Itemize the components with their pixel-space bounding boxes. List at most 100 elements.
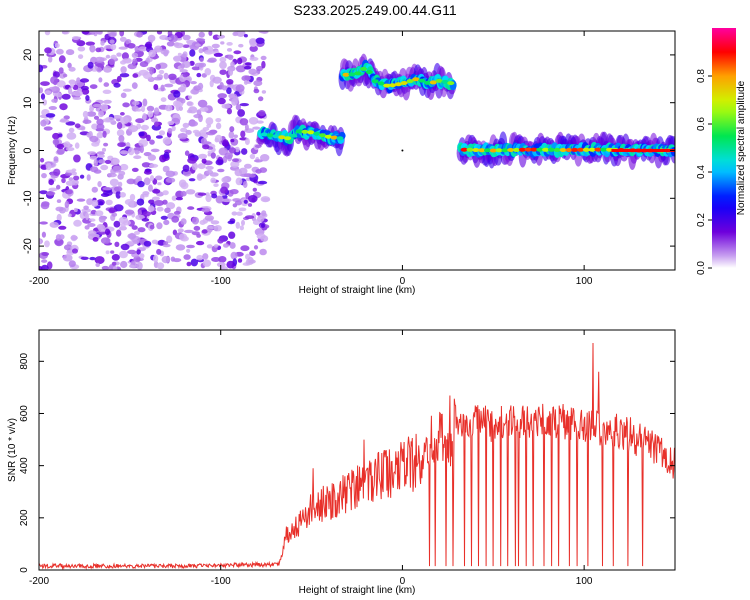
noise-blob [191,66,201,71]
noise-blob [204,68,212,76]
noise-blob [116,122,123,130]
noise-blob [61,177,66,184]
noise-blob [102,187,112,191]
noise-blob [111,254,120,261]
noise-blob [196,72,202,78]
noise-blob [105,199,113,206]
noise-blob [182,73,188,78]
noise-blob [137,180,145,188]
noise-blob [228,231,236,239]
noise-blob [108,32,117,38]
noise-blob [175,244,186,251]
track-1-core [330,135,338,140]
noise-blob [120,260,128,269]
y-tick-label-top: -20 [22,238,34,254]
noise-blob [141,105,146,113]
noise-blob [196,254,204,261]
noise-blob [68,260,76,268]
noise-blob [180,98,186,104]
noise-blob [103,142,109,147]
x-tick-label-bottom: -100 [211,576,231,587]
noise-blob [248,195,258,203]
noise-blob [64,200,70,209]
noise-blob [107,172,117,178]
noise-blob [153,76,163,81]
noise-blob [135,118,145,124]
noise-blob [244,124,249,131]
noise-blob [208,225,217,229]
noise-blob [212,76,222,84]
noise-blob [105,54,111,59]
noise-blob [142,71,153,80]
noise-blob [96,151,105,155]
noise-blob [87,223,96,227]
noise-blob [134,149,140,155]
noise-blob [85,95,90,101]
noise-blob [200,137,207,145]
y-tick-label-bottom: 600 [19,405,30,422]
noise-blob [187,157,198,164]
noise-blob [221,198,232,203]
noise-blob [182,122,190,128]
noise-blob [39,64,44,73]
noise-blob [97,154,105,159]
noise-blob [150,148,160,153]
track-1-core [272,134,280,139]
noise-blob [239,225,244,231]
noise-blob [60,118,67,122]
noise-blob [257,215,265,223]
noise-blob [249,153,256,160]
noise-blob [260,55,267,61]
noise-blob [134,230,140,235]
noise-blob [226,260,235,269]
noise-blob [58,225,67,230]
noise-blob [161,256,170,264]
noise-blob [139,145,144,154]
noise-blob [167,120,175,126]
noise-blob [171,195,178,201]
noise-blob [125,39,132,45]
noise-blob [196,240,205,246]
noise-blob [204,215,215,221]
track-2-core [377,81,385,86]
noise-blob [136,261,143,270]
noise-blob [91,186,99,193]
noise-blob [117,181,123,188]
noise-blob [74,142,80,149]
noise-blob [238,167,248,175]
noise-blob [85,212,90,220]
y-tick-label-bottom: 0 [19,567,30,573]
noise-blob [87,151,97,156]
noise-blob [39,190,48,195]
noise-blob [131,82,138,89]
noise-blob [163,241,169,246]
noise-blob [56,148,65,155]
noise-blob [118,170,126,176]
noise-blob [151,239,159,244]
noise-blob [158,130,166,136]
noise-blob [118,135,125,143]
noise-blob [111,261,117,266]
noise-blob [217,238,224,244]
noise-blob [50,76,58,84]
y-tick-label-bottom: 800 [19,353,30,370]
noise-blob [205,117,214,125]
noise-blob [52,138,60,146]
noise-blob [192,129,200,134]
noise-blob [163,219,170,226]
noise-blob [100,40,105,46]
noise-blob [221,85,228,91]
noise-blob [186,261,192,267]
noise-blob [48,106,57,110]
noise-blob [95,262,100,267]
noise-blob [214,244,219,248]
noise-blob [245,259,250,266]
noise-blob [93,158,99,167]
noise-blob [103,82,110,87]
noise-blob [142,98,148,107]
noise-blob [215,122,222,130]
noise-blob [48,179,54,186]
track-2-core [435,78,443,83]
noise-blob [95,210,104,217]
noise-blob [135,214,145,220]
